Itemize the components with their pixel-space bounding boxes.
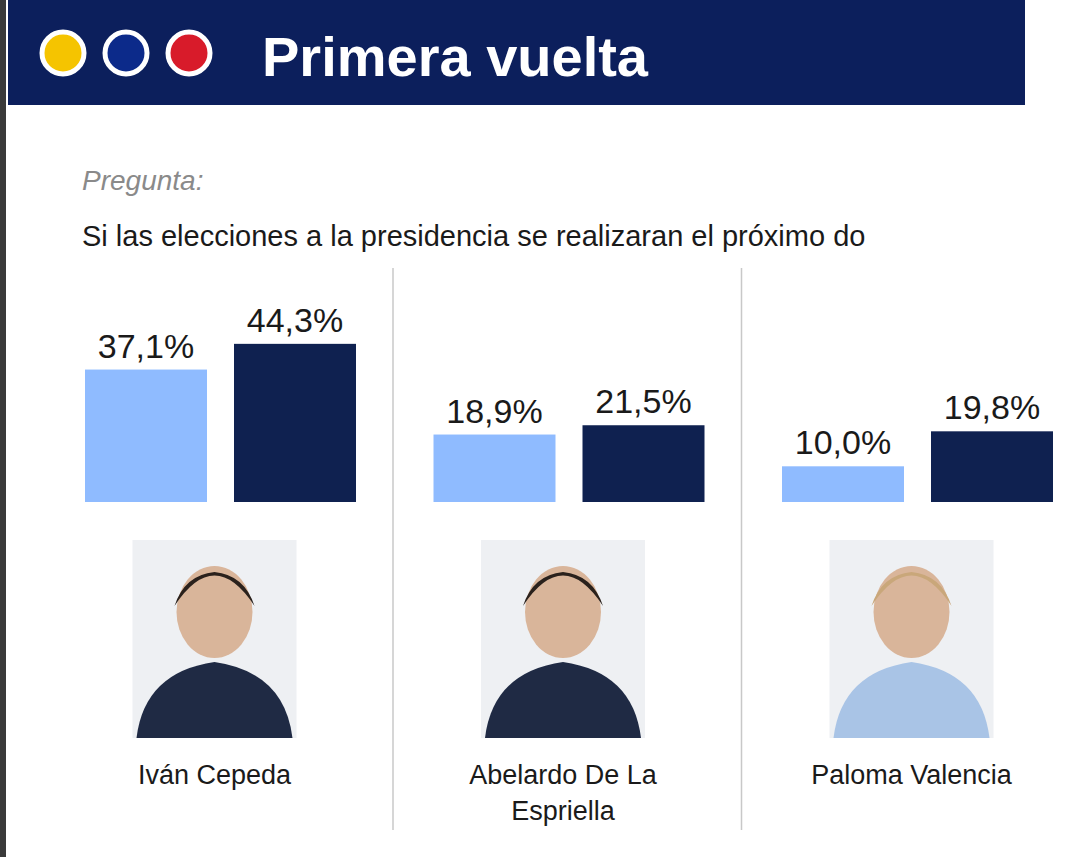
- photo-body: [834, 662, 990, 738]
- category-label: Paloma Valencia: [811, 760, 1013, 790]
- photo-frame: [133, 540, 297, 738]
- header-dot: [105, 32, 147, 74]
- group-divider: [741, 268, 743, 830]
- group-divider: [392, 268, 394, 830]
- category-label-line: Iván Cepeda: [138, 760, 292, 790]
- data-label: 21,5%: [595, 382, 691, 420]
- category-label: Abelardo De La Espriella: [469, 760, 658, 826]
- header-dot: [168, 32, 210, 74]
- photo-head: [525, 566, 601, 658]
- bar: [931, 431, 1053, 502]
- photo-hair: [175, 572, 255, 606]
- left-border: [0, 0, 6, 857]
- photo-frame: [830, 540, 994, 738]
- chart: Primera vuelta Pregunta: Si las elecciones…: [0, 0, 1080, 857]
- annotation: Pregunta:: [82, 165, 203, 196]
- bar: [782, 466, 904, 502]
- title: Primera vuelta: [262, 25, 649, 88]
- photo-body: [485, 662, 641, 738]
- data-label: 44,3%: [247, 301, 343, 339]
- candidate-photo: [481, 540, 645, 738]
- category-label-line: Espriella: [511, 796, 616, 826]
- photo-hair: [523, 572, 603, 606]
- category-label-line: Paloma Valencia: [811, 760, 1013, 790]
- photo-head: [177, 566, 253, 658]
- bars: [85, 344, 1053, 502]
- photo-body: [137, 662, 293, 738]
- photo-frame: [481, 540, 645, 738]
- header-band: [8, 0, 1025, 105]
- data-label: 37,1%: [98, 327, 194, 365]
- photo-hair: [872, 572, 952, 606]
- data-label: 10,0%: [795, 423, 891, 461]
- category-label: Iván Cepeda: [138, 760, 292, 790]
- candidate-photo: [830, 540, 994, 738]
- candidate-photo: [133, 540, 297, 738]
- bar: [85, 370, 207, 502]
- subtitle: Si las elecciones a la presidencia se re…: [82, 220, 865, 252]
- bar: [434, 435, 556, 502]
- category-label-line: Abelardo De La: [469, 760, 658, 790]
- data-label: 18,9%: [446, 392, 542, 430]
- photo-head: [874, 566, 950, 658]
- bar: [583, 425, 705, 502]
- bar: [234, 344, 356, 502]
- data-label: 19,8%: [944, 388, 1040, 426]
- background: [0, 0, 1080, 857]
- header-dot: [42, 32, 84, 74]
- data-labels: 37,1% 18,9% 10,0% 44,3% 21,5% 19,8%: [98, 301, 1040, 461]
